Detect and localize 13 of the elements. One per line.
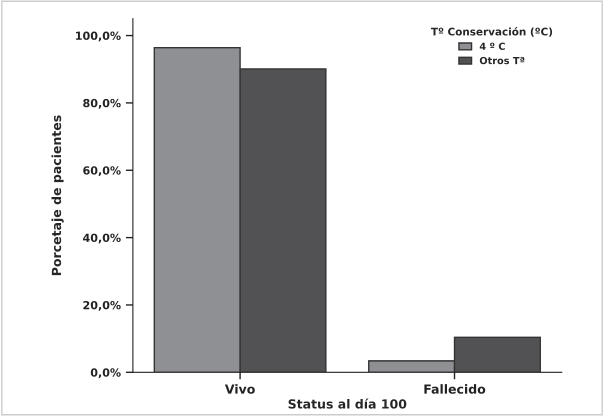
x-tick-label: Vivo [224,384,255,394]
y-axis-title: Porcetaje de pacientes [51,115,64,276]
legend-label: 4 º C [480,42,505,50]
y-tick-label: 40,0% [83,234,121,244]
y-tick-label: 100,0% [76,32,121,42]
x-tick-label: Fallecido [424,384,486,394]
y-tick-label: 20,0% [83,300,121,311]
legend-title: Tº Conservación (ºC) [430,27,552,37]
y-tick-label: 0,0% [90,368,121,378]
x-axis-title: Status al día 100 [288,398,406,409]
legend-label: Otros Tª [480,56,524,64]
y-tick-label: 80,0% [83,98,121,109]
y-tick-label: 60,0% [83,166,121,176]
